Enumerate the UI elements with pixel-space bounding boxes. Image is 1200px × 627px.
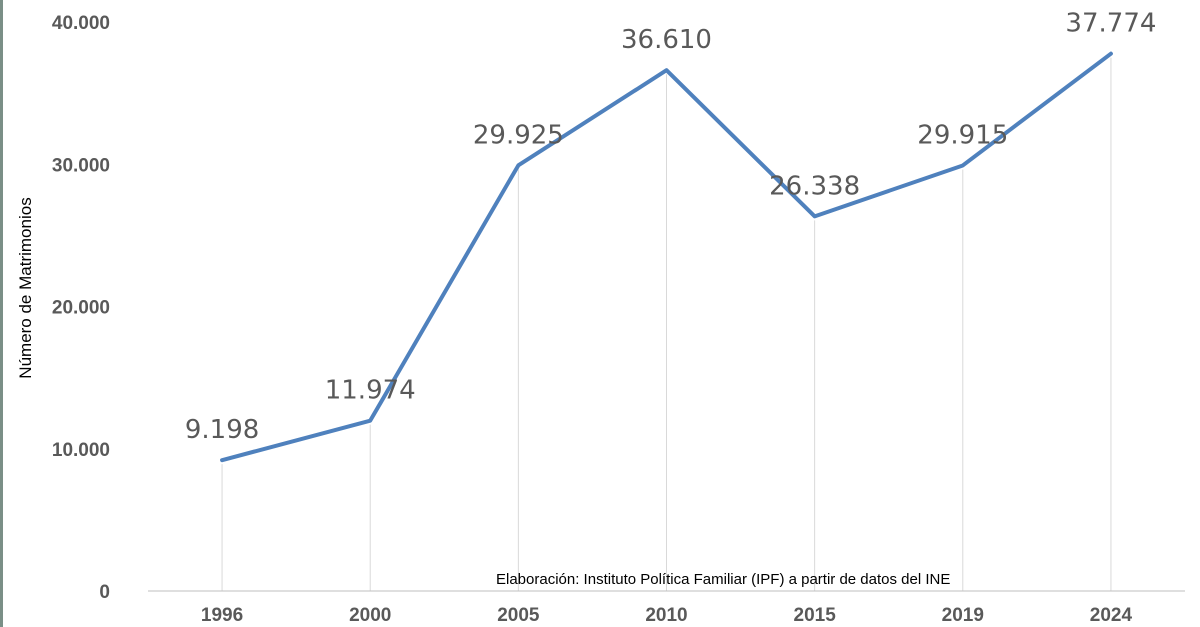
x-tick-label: 2000 bbox=[349, 605, 391, 626]
data-label: 29.925 bbox=[473, 120, 564, 150]
y-tick-label: 30.000 bbox=[52, 155, 110, 176]
x-tick-label: 1996 bbox=[201, 605, 243, 626]
left-edge-strip bbox=[0, 0, 3, 627]
x-tick-label: 2010 bbox=[645, 605, 687, 626]
y-tick-label: 10.000 bbox=[52, 440, 110, 461]
x-tick-label: 2005 bbox=[497, 605, 540, 626]
data-label: 29.915 bbox=[917, 120, 1008, 150]
data-label: 36.610 bbox=[621, 25, 712, 55]
data-label: 11.974 bbox=[325, 376, 416, 406]
y-tick-label: 0 bbox=[99, 582, 110, 603]
data-labels: 9.198 11.974 29.925 36.610 26.338 29.915 37.77… bbox=[185, 9, 1157, 445]
data-label: 26.338 bbox=[769, 171, 860, 201]
x-axis-ticks: 1996 2000 2005 2010 2015 2019 2024 bbox=[201, 605, 1133, 626]
y-tick-label: 40.000 bbox=[52, 13, 110, 34]
source-annotation: Elaboración: Instituto Política Familiar… bbox=[496, 571, 950, 588]
x-tick-label: 2024 bbox=[1090, 605, 1133, 626]
y-axis-ticks: 0 10.000 20.000 30.000 40.000 bbox=[52, 13, 110, 603]
data-label: 37.774 bbox=[1065, 9, 1156, 39]
x-tick-label: 2019 bbox=[942, 605, 984, 626]
series-line bbox=[220, 51, 1113, 463]
x-tick-label: 2015 bbox=[794, 605, 837, 626]
y-tick-label: 20.000 bbox=[52, 298, 110, 319]
gridlines bbox=[221, 57, 1112, 591]
y-axis-title: Número de Matrimonios bbox=[16, 197, 35, 378]
data-label: 9.198 bbox=[185, 415, 259, 445]
